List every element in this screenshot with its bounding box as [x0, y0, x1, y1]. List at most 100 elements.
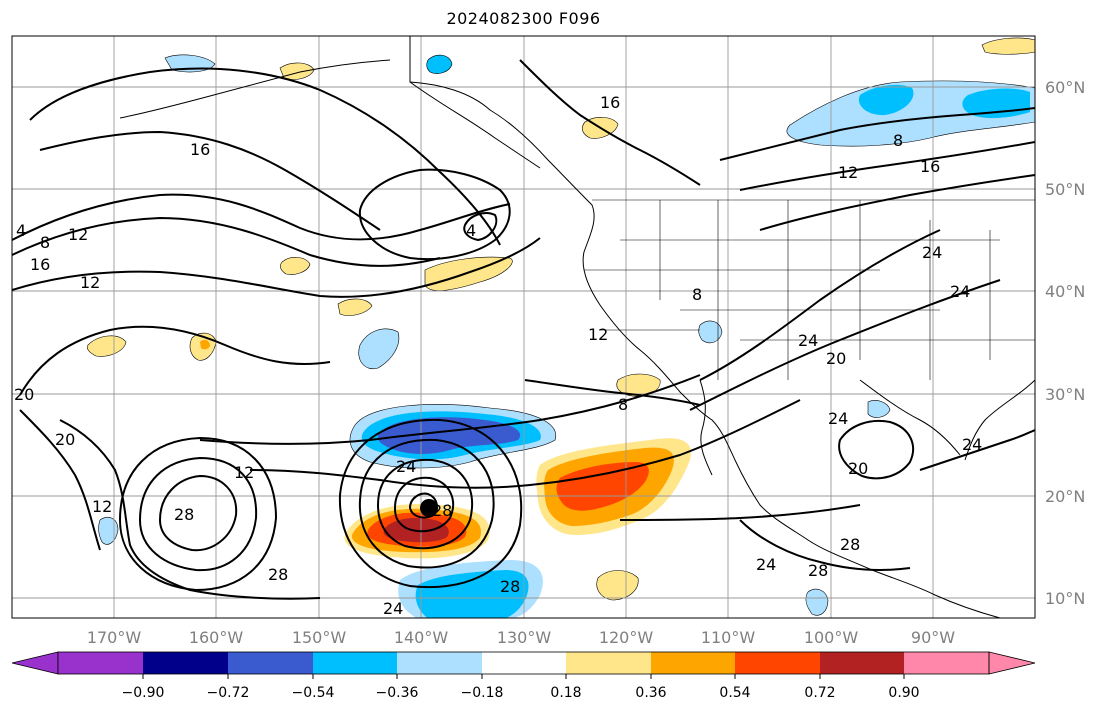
- colorbar-segment: [143, 652, 228, 674]
- colorbar-tick-label: 0.54: [719, 685, 750, 701]
- colorbar-segment: [482, 652, 566, 674]
- positive-anomaly-region: [200, 339, 210, 350]
- contour-label: 16: [920, 157, 940, 176]
- colorbar-tick-label: 0.72: [804, 685, 835, 701]
- colorbar-tick-labels: −0.90 −0.72 −0.54 −0.36 −0.18 0.18 0.36 …: [122, 685, 920, 701]
- lon-label: 130°W: [497, 628, 552, 647]
- lon-label: 160°W: [189, 628, 244, 647]
- colorbar-tick-label: −0.72: [207, 685, 250, 701]
- negative-anomaly-region: [358, 328, 400, 370]
- colorbar-tick-label: 0.18: [550, 685, 581, 701]
- colorbar-segment: [58, 652, 143, 674]
- gridlines: [12, 36, 1035, 618]
- colorbar: −0.90 −0.72 −0.54 −0.36 −0.18 0.18 0.36 …: [11, 651, 1036, 701]
- contour-label: 28: [500, 577, 520, 596]
- lat-label: 50°N: [1045, 180, 1085, 199]
- map-title: 2024082300 F096: [446, 9, 601, 28]
- lon-label: 120°W: [599, 628, 654, 647]
- contour-label: 24: [922, 243, 942, 262]
- contour-label: 24: [396, 457, 416, 476]
- colorbar-segment: [735, 652, 820, 674]
- map-frame: [11, 35, 1036, 619]
- colorbar-segment: [566, 652, 651, 674]
- colorbar-tick-label: −0.54: [292, 685, 335, 701]
- contour-label: 24: [962, 435, 982, 454]
- colorbar-frame: [57, 651, 990, 675]
- colorbar-segment: [397, 652, 482, 674]
- contour-label: 20: [14, 385, 34, 404]
- colorbar-segment: [313, 652, 397, 674]
- colorbar-tick-label: −0.36: [376, 685, 419, 701]
- state-borders: [584, 199, 1035, 380]
- colorbar-tick-label: 0.90: [888, 685, 919, 701]
- contour-label: 12: [92, 497, 112, 516]
- contour-label: 12: [588, 325, 608, 344]
- contour-label: 12: [80, 273, 100, 292]
- contour-label: 8: [40, 233, 50, 252]
- lon-label: 150°W: [292, 628, 347, 647]
- negative-anomaly-region: [98, 517, 119, 545]
- contour-label: 24: [756, 555, 776, 574]
- lon-label: 140°W: [394, 628, 449, 647]
- negative-anomaly-region: [858, 84, 914, 116]
- contour-label: 16: [600, 93, 620, 112]
- lon-label: 110°W: [701, 628, 756, 647]
- lon-label: 100°W: [804, 628, 859, 647]
- contour-label: 24: [950, 282, 970, 301]
- colorbar-tick-label: −0.18: [461, 685, 504, 701]
- contour-label: 24: [798, 331, 818, 350]
- storm-center-marker: [420, 499, 438, 517]
- contour-lines: [12, 59, 1035, 600]
- contour-label: 20: [55, 430, 75, 449]
- colorbar-segment: [820, 652, 904, 674]
- contour-label: 24: [383, 599, 403, 618]
- negative-anomaly-region: [805, 588, 829, 616]
- lat-label: 30°N: [1045, 385, 1085, 404]
- contour-label: 8: [692, 285, 702, 304]
- contour-label: 28: [174, 505, 194, 524]
- positive-anomaly-region: [86, 335, 127, 357]
- contour-label: 4: [466, 221, 476, 240]
- positive-anomaly-region: [337, 298, 373, 316]
- lon-label: 170°W: [87, 628, 142, 647]
- longitude-labels: 170°W 160°W 150°W 140°W 130°W 120°W 110°…: [87, 628, 955, 647]
- contour-label: 20: [826, 349, 846, 368]
- contour-label: 24: [828, 409, 848, 428]
- lat-label: 40°N: [1045, 282, 1085, 301]
- negative-anomaly-region: [867, 400, 891, 418]
- colorbar-tick-label: 0.36: [635, 685, 666, 701]
- negative-anomaly-region: [415, 570, 529, 618]
- contour-label: 12: [838, 163, 858, 182]
- lat-label: 10°N: [1045, 589, 1085, 608]
- contour-label: 16: [190, 140, 210, 159]
- contour-label: 12: [68, 225, 88, 244]
- contour-label: 16: [30, 255, 50, 274]
- contour-label: 12: [234, 463, 254, 482]
- colorbar-extend-high: [988, 651, 1036, 675]
- colorbar-ticks: [142, 674, 905, 679]
- positive-anomaly-region: [596, 570, 639, 601]
- colorbar-extend-low: [11, 651, 59, 675]
- latitude-labels: 60°N 50°N 40°N 30°N 20°N 10°N: [1045, 78, 1085, 608]
- contour-label: 8: [618, 395, 628, 414]
- lon-label: 90°W: [911, 628, 955, 647]
- colorbar-tick-label: −0.90: [122, 685, 165, 701]
- negative-anomaly-region: [426, 54, 453, 74]
- contour-label: 8: [893, 131, 903, 150]
- colorbar-segment: [228, 652, 313, 674]
- lat-label: 20°N: [1045, 487, 1085, 506]
- positive-anomaly-region: [280, 257, 311, 275]
- contour-label: 28: [808, 561, 828, 580]
- negative-anomaly-region: [698, 320, 723, 344]
- colorbar-segment: [904, 652, 989, 674]
- coastlines: [119, 36, 1035, 618]
- contour-label: 20: [848, 459, 868, 478]
- contour-label: 28: [432, 501, 452, 520]
- contour-label: 28: [268, 565, 288, 584]
- contour-label: 28: [840, 535, 860, 554]
- colorbar-segment: [651, 652, 735, 674]
- contour-labels: 4 8 12 16 12 16 20 20 12 28 12 28 16 4 2…: [14, 93, 982, 618]
- contour-label: 4: [16, 221, 26, 240]
- positive-anomaly-region: [981, 37, 1035, 55]
